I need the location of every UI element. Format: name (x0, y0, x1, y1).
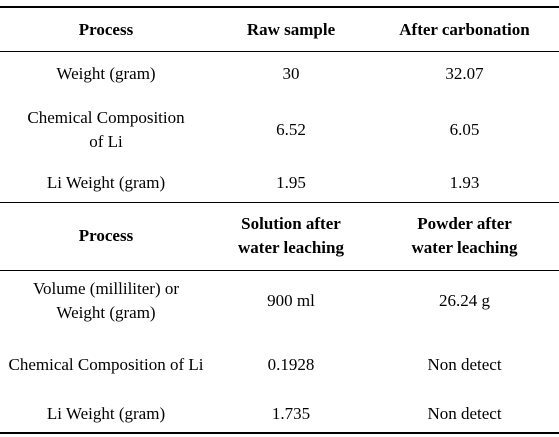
table-row: Weight (gram) 30 32.07 (0, 56, 559, 92)
row-label: Chemical Composition of Li (27, 108, 185, 151)
row-label: Weight (gram) (56, 64, 156, 83)
cell-value: 30 (282, 64, 300, 83)
cell-value: Non detect (427, 404, 502, 423)
table-row: Volume (milliliter) or Weight (gram) 900… (0, 274, 559, 328)
header-rule (0, 270, 559, 271)
bottom-rule (0, 432, 559, 434)
table-header-row: Process Raw sample After carbonation (0, 10, 559, 50)
header-cell-powder: Powder after water leaching (411, 214, 518, 257)
header-cell-after-carbonation: After carbonation (399, 20, 530, 39)
top-rule (0, 6, 559, 8)
table-row: Chemical Composition of Li 6.52 6.05 (0, 104, 559, 156)
row-label: Li Weight (gram) (46, 404, 166, 423)
cell-value: 32.07 (445, 64, 484, 83)
cell-value: 6.52 (276, 120, 306, 139)
cell-value: 0.1928 (267, 355, 315, 374)
cell-value: 900 ml (267, 291, 315, 310)
table-row: Li Weight (gram) 1.95 1.93 (0, 166, 559, 200)
table-header-row: Process Solution after water leaching Po… (0, 208, 559, 264)
row-label: Chemical Composition of Li (8, 355, 204, 374)
cell-value: 6.05 (449, 120, 480, 139)
header-rule (0, 51, 559, 52)
header-cell-process: Process (78, 20, 134, 39)
header-cell-solution: Solution after water leaching (238, 214, 344, 257)
row-label: Li Weight (gram) (46, 173, 166, 192)
cell-value: Non detect (427, 355, 502, 374)
header-cell-raw-sample: Raw sample (246, 20, 336, 39)
header-cell-process: Process (78, 226, 134, 245)
cell-value: 1.735 (271, 404, 311, 423)
cell-value: 1.93 (449, 173, 480, 192)
cell-value: 26.24 g (439, 291, 490, 310)
table-row: Li Weight (gram) 1.735 Non detect (0, 398, 559, 430)
cell-value: 1.95 (276, 173, 306, 192)
row-label: Volume (milliliter) or Weight (gram) (32, 279, 180, 322)
section-rule (0, 202, 559, 203)
table-row: Chemical Composition of Li 0.1928 Non de… (0, 338, 559, 392)
